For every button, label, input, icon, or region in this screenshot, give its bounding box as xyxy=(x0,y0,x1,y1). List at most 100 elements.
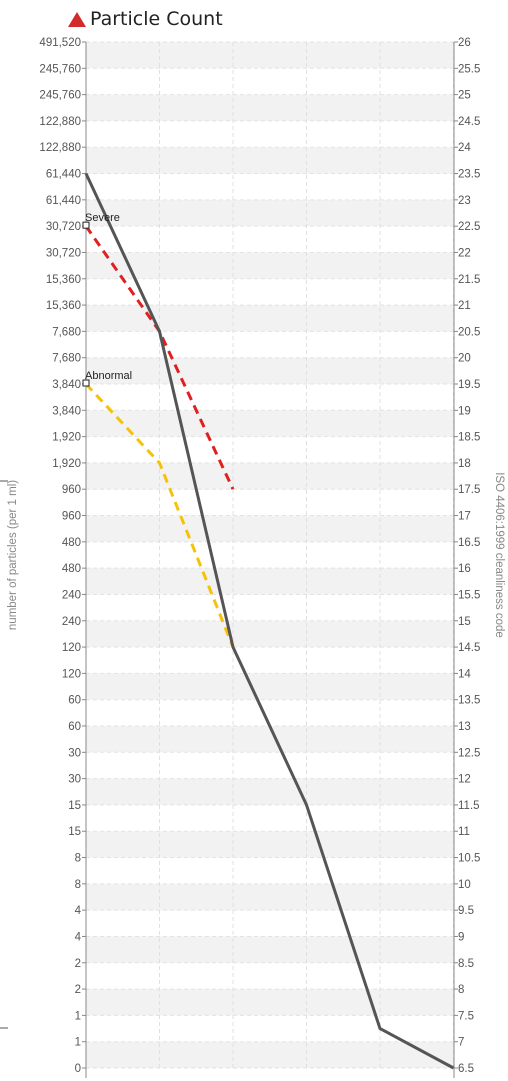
left-tick-label: 245,760 xyxy=(39,63,81,75)
grid-band xyxy=(86,936,454,963)
right-tick-label: 12 xyxy=(458,774,471,786)
right-tick-label: 14 xyxy=(458,668,471,680)
left-tick-label: 4 xyxy=(75,905,82,917)
y-axis-title: number of particles (per 1 ml) xyxy=(7,480,19,630)
right-tick-label: 11.5 xyxy=(458,800,480,812)
left-tick-label: 960 xyxy=(62,484,81,496)
grid-band xyxy=(86,726,454,753)
warning-triangle-icon xyxy=(68,11,86,27)
grid-band xyxy=(86,778,454,805)
grid-band xyxy=(86,462,454,490)
abnormal-marker xyxy=(82,379,90,387)
right-tick-label: 24.5 xyxy=(458,116,480,128)
left-tick-label: 15,360 xyxy=(46,300,81,312)
left-tick-label: 15 xyxy=(68,826,81,838)
left-tick-label: 15,360 xyxy=(46,274,81,286)
right-tick-label: 8.5 xyxy=(458,958,474,970)
right-tick-label: 15.5 xyxy=(458,589,480,601)
grid-band xyxy=(86,568,454,595)
left-tick-label: 8 xyxy=(75,853,81,865)
left-tick-label: 3,840 xyxy=(52,405,81,417)
right-tick-label: 6.5 xyxy=(458,1063,474,1075)
right-tick-label: 13.5 xyxy=(458,695,480,707)
right-tick-label: 25.5 xyxy=(458,63,480,75)
right-tick-label: 7 xyxy=(458,1037,464,1049)
severe-marker xyxy=(82,221,90,229)
right-tick-label: 9 xyxy=(458,931,464,943)
left-tick-label: 30 xyxy=(68,774,81,786)
right-tick-label: 12.5 xyxy=(458,747,480,759)
left-tick-label: 1 xyxy=(75,1037,81,1049)
right-tick-label: 14.5 xyxy=(458,642,480,654)
left-tick-label: 7,680 xyxy=(52,326,81,338)
grid-band xyxy=(86,989,454,1016)
right-tick-label: 9.5 xyxy=(458,905,474,917)
grid-band xyxy=(86,94,454,121)
left-tick-label: 30,720 xyxy=(46,221,81,233)
grid-band xyxy=(86,883,454,911)
grid-band xyxy=(86,357,454,384)
left-tick-label: 960 xyxy=(62,511,81,523)
grid-band xyxy=(86,305,454,332)
left-tick-label: 120 xyxy=(62,668,81,680)
right-tick-label: 19.5 xyxy=(458,379,480,391)
right-tick-label: 16.5 xyxy=(458,537,480,549)
left-tick-label: 61,440 xyxy=(46,195,81,207)
left-tick-label: 1,920 xyxy=(52,458,81,470)
right-tick-label: 17 xyxy=(458,511,471,523)
right-tick-label: 23 xyxy=(458,195,471,207)
grid-band xyxy=(86,515,454,542)
right-tick-label: 10 xyxy=(458,879,471,891)
left-tick-label: 245,760 xyxy=(39,90,81,102)
right-tick-label: 15 xyxy=(458,616,471,628)
left-tick-label: 0 xyxy=(75,1063,81,1075)
grid-band xyxy=(86,831,454,858)
grid-band xyxy=(86,147,454,174)
left-tick-label: 122,880 xyxy=(39,142,81,154)
left-tick-label: 1,920 xyxy=(52,432,81,444)
left-tick-label: 60 xyxy=(68,695,81,707)
left-tick-label: 480 xyxy=(62,537,81,549)
grid-band xyxy=(86,252,454,279)
grid-band xyxy=(86,42,454,69)
chart-title: Particle Count xyxy=(68,8,223,30)
left-tick-label: 60 xyxy=(68,721,81,733)
right-tick-label: 23.5 xyxy=(458,169,480,181)
right-tick-label: 26 xyxy=(458,37,471,49)
right-tick-label: 24 xyxy=(458,142,471,154)
right-tick-label: 7.5 xyxy=(458,1010,474,1022)
right-tick-label: 19 xyxy=(458,405,471,417)
left-tick-label: 240 xyxy=(62,589,81,601)
left-tick-label: 15 xyxy=(68,800,81,812)
right-tick-label: 11 xyxy=(458,826,470,838)
left-tick-label: 120 xyxy=(62,642,81,654)
left-tick-label: 2 xyxy=(75,984,81,996)
left-tick-label: 2 xyxy=(75,958,81,970)
chart-title-text: Particle Count xyxy=(90,8,223,30)
severe-label: Severe xyxy=(85,212,120,224)
left-tick-label: 4 xyxy=(75,931,82,943)
left-tick-label: 491,520 xyxy=(39,37,81,49)
right-tick-label: 22.5 xyxy=(458,221,480,233)
left-tick-label: 240 xyxy=(62,616,81,628)
grid-band xyxy=(86,1041,454,1068)
right-tick-label: 22 xyxy=(458,247,471,259)
left-tick-label: 61,440 xyxy=(46,169,81,181)
right-tick-label: 21.5 xyxy=(458,274,480,286)
abnormal-threshold-line xyxy=(84,382,235,648)
left-tick-label: 30,720 xyxy=(46,247,81,259)
right-tick-label: 20.5 xyxy=(458,326,480,338)
left-tick-label: 30 xyxy=(68,747,81,759)
left-tick-label: 480 xyxy=(62,563,81,575)
left-tick-label: 8 xyxy=(75,879,81,891)
abnormal-label: Abnormal xyxy=(85,370,132,382)
right-tick-label: 8 xyxy=(458,984,464,996)
measured-line xyxy=(84,172,455,1070)
left-tick-label: 122,880 xyxy=(39,116,81,128)
right-tick-label: 17.5 xyxy=(458,484,480,496)
grid-band xyxy=(86,199,454,227)
grid-band xyxy=(86,410,454,437)
right-tick-label: 13 xyxy=(458,721,471,733)
right-tick-label: 10.5 xyxy=(458,853,480,865)
